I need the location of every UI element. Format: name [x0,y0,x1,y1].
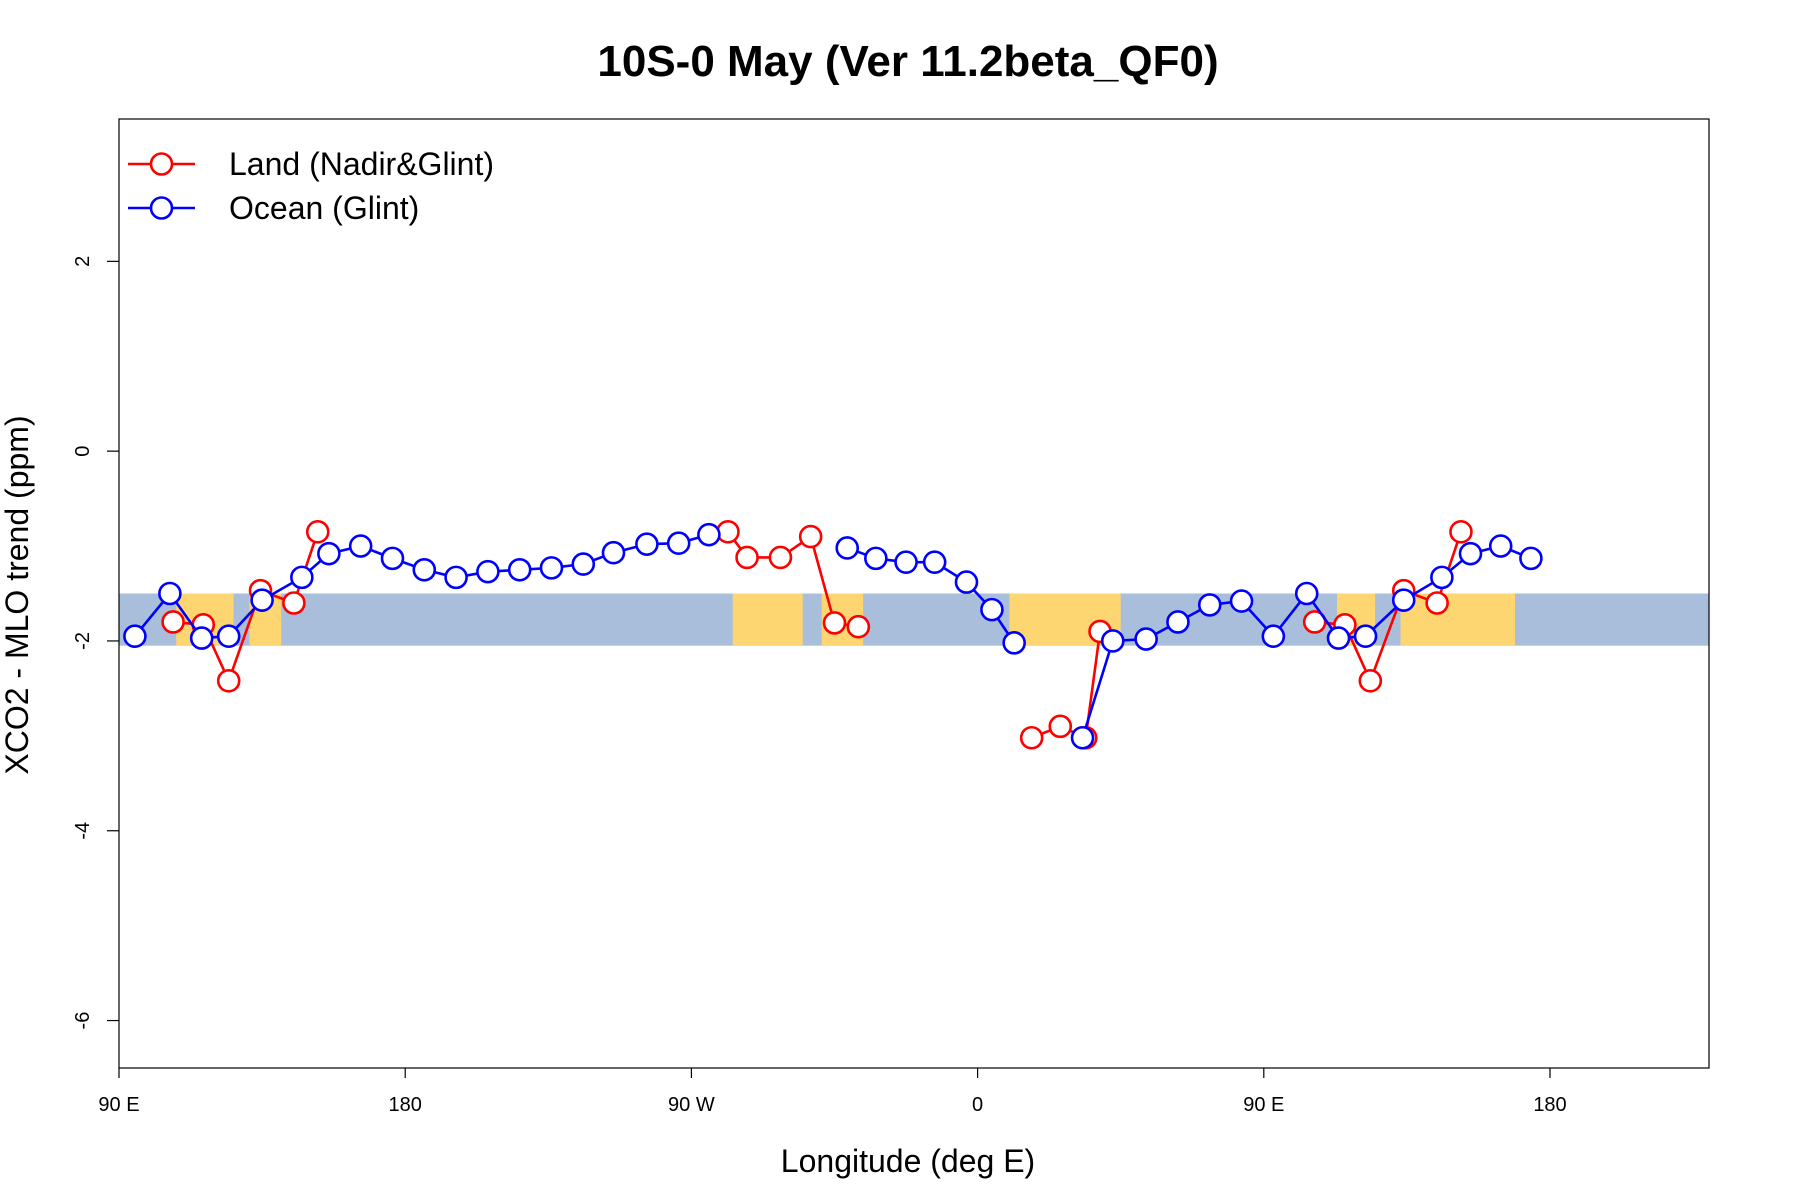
series-1-point-17 [1302,610,1327,634]
series-2-point-25 [980,597,1004,622]
series-2-point-26 [1002,631,1026,655]
x-tick-label-4: 0 [972,1094,983,1116]
series-2-point-15 [571,552,596,576]
series-2-point-3 [189,626,214,650]
axes: 90 E 180 90 W 0 90 E 180 2 0 -2 -4 -6 [72,118,1710,1116]
series-1-point-10 [798,524,823,549]
y-tick-label-5: -6 [72,1012,94,1030]
series-1-point-22 [1449,520,1473,544]
series-2-point-21 [864,546,888,571]
y-tick-label-2: 0 [72,446,94,457]
series-1-point-3 [216,669,241,693]
series-2-point-18 [666,531,691,556]
series-2-point-16 [601,540,626,565]
series-2-point-40 [1488,534,1513,558]
series-1-point-8 [735,545,759,570]
series-2-point-19 [697,522,721,547]
series-2-point-13 [507,557,532,582]
series-2-point-6 [290,565,314,590]
series-2-point-34 [1294,581,1319,606]
series-2-point-9 [380,546,405,571]
series-2-point-12 [476,559,500,584]
legend-label-1: Land (Nadir&Glint) [229,146,494,182]
y-axis-label: XCO2 - MLO trend (ppm) [0,415,35,774]
series-2-point-23 [922,550,947,574]
series-1 [161,520,1473,750]
series-2-point-4 [216,624,241,649]
series-2-point-1 [123,624,147,649]
series-2 [123,522,1543,750]
series-2-point-14 [539,556,564,580]
x-tick-label-1: 90 E [98,1094,139,1116]
series-2-point-35 [1326,626,1351,650]
series-1-point-19 [1358,669,1383,693]
y-tick-label-3: -2 [72,632,94,650]
series-2-point-10 [412,557,437,582]
chart-title: 10S-0 May (Ver 11.2beta_QF0) [597,37,1218,86]
series-1-point-6 [305,520,330,544]
y-tick-label-4: -4 [72,822,94,840]
series-2-point-39 [1458,541,1483,566]
series-2-point-28 [1100,629,1125,653]
series-1-point-9 [768,545,793,570]
series-2-point-2 [158,581,182,606]
x-tick-label-2: 180 [389,1094,422,1116]
x-tick-label-5: 90 E [1243,1094,1284,1116]
series-1-point-13 [1019,725,1044,750]
series-2-point-37 [1391,588,1416,612]
legend: Land (Nadir&Glint) Ocean (Glint) [128,146,494,226]
land-region-3 [732,593,803,646]
series-2-point-20 [835,536,860,560]
series-layer [123,520,1543,750]
series-2-point-24 [954,570,979,594]
series-2-point-31 [1197,593,1222,617]
legend-label-2: Ocean (Glint) [229,190,419,226]
series-2-point-7 [317,541,341,566]
series-2-point-30 [1166,610,1190,634]
series-1-point-21 [1425,591,1449,615]
series-2-point-22 [894,550,918,574]
series-2-point-38 [1430,565,1454,590]
series-1-point-11 [822,611,847,635]
series-1-point-12 [846,614,871,639]
series-2-point-36 [1353,624,1378,649]
background-map [119,593,1709,646]
series-1-point-1 [161,610,185,634]
series-1-point-14 [1048,714,1073,739]
x-tick-label-6: 180 [1533,1094,1566,1116]
series-1-point-5 [282,591,306,615]
series-2-point-8 [348,534,373,558]
y-tick-label-1: 2 [72,256,94,267]
series-2-point-5 [250,588,274,612]
series-2-point-41 [1519,546,1543,571]
series-2-point-32 [1229,589,1254,613]
series-2-point-29 [1134,627,1158,651]
x-axis-label: Longitude (deg E) [781,1143,1035,1179]
series-2-point-11 [444,565,468,590]
series-2-point-33 [1261,624,1286,649]
legend-marker-1 [149,152,174,176]
land-region-7 [1400,593,1516,646]
series-1-point-7 [716,520,740,544]
x-tick-label-3: 90 W [668,1094,715,1116]
series-2-point-17 [635,532,659,556]
series-2-point-27 [1070,725,1095,750]
plot-frame [118,118,1710,1069]
legend-marker-2 [149,196,174,220]
